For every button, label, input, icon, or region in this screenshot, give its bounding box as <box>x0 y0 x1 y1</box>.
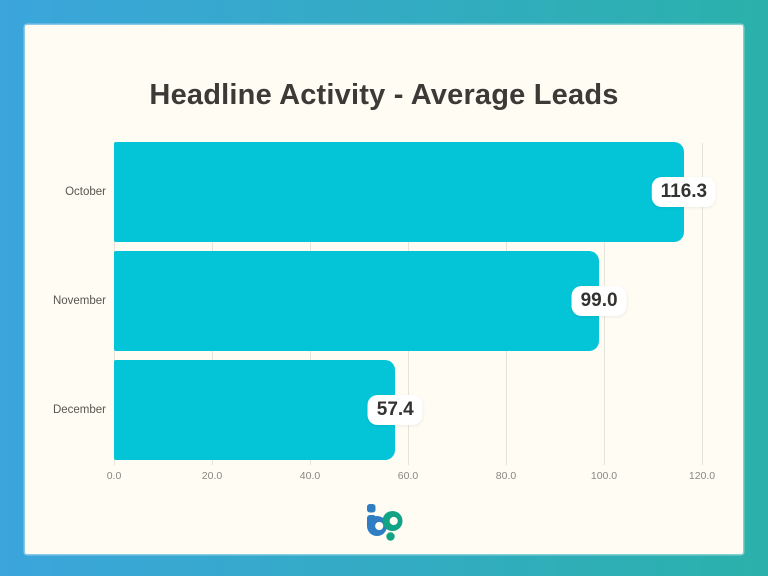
chart-title: Headline Activity - Average Leads <box>149 79 619 111</box>
bar-row: December 57.4 <box>53 360 738 460</box>
value-label: 57.4 <box>367 395 423 425</box>
bar <box>114 251 600 351</box>
x-tick-label: 80.0 <box>495 470 517 482</box>
value-label: 99.0 <box>571 286 627 316</box>
bar-row: November 99.0 <box>53 251 738 351</box>
gridline <box>702 143 703 465</box>
x-tick-label: 20.0 <box>201 470 223 482</box>
value-label: 116.3 <box>651 177 717 207</box>
bar <box>114 142 684 242</box>
bp-logo <box>367 504 403 541</box>
x-tick-label: 120.0 <box>688 470 716 482</box>
bar-chart: October 116.3 November 99.0 December 57.4 0.0… <box>53 142 738 482</box>
bar-row: October 116.3 <box>65 142 738 242</box>
x-tick-label: 60.0 <box>397 470 419 482</box>
x-tick-label: 100.0 <box>590 470 618 482</box>
bars-layer: October 116.3 November 99.0 December 57.4 <box>53 142 738 460</box>
chart-card: Headline Activity - Average Leads Octobe… <box>25 25 743 554</box>
category-label: December <box>52 404 106 416</box>
logo-p-glyph <box>382 511 403 541</box>
bar <box>114 360 396 460</box>
category-label: November <box>52 295 106 307</box>
category-label: October <box>65 186 106 198</box>
logo-b-glyph <box>367 504 387 536</box>
x-axis-ticks: 0.0 20.0 40.0 60.0 80.0 100.0 120.0 <box>107 470 738 486</box>
x-tick-label: 40.0 <box>299 470 321 482</box>
x-tick-label: 0.0 <box>106 470 122 482</box>
